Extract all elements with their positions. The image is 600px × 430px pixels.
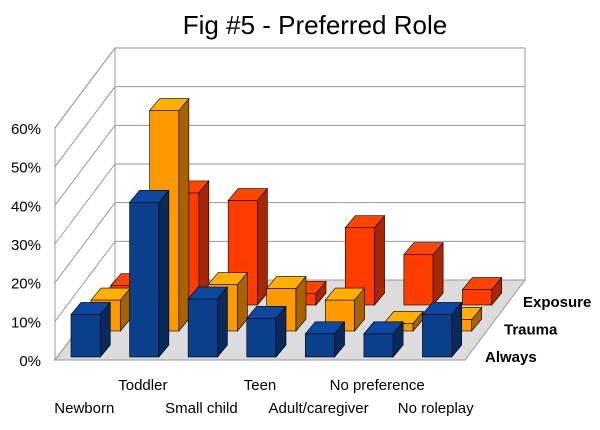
bar-front [403, 254, 434, 306]
bar-top [344, 215, 386, 228]
y-tick-label: 0% [19, 353, 41, 370]
bar [363, 320, 404, 358]
bar-front [422, 314, 453, 358]
y-tick-label: 30% [11, 237, 41, 254]
bar-top [70, 302, 111, 315]
y-tick-label: 40% [11, 198, 41, 215]
series-label: Always [485, 349, 537, 366]
x-tick-label: No preference [330, 377, 425, 394]
x-tick-label: Toddler [118, 377, 167, 394]
grid-line [54, 124, 525, 206]
bar-top [461, 277, 503, 290]
series-label: Exposure [523, 294, 591, 311]
y-tick-label: 10% [11, 314, 41, 331]
bar-top [246, 306, 287, 319]
grid-line [54, 163, 525, 245]
bar-top [421, 302, 463, 315]
x-tick-label: Newborn [54, 400, 114, 417]
bar-top [266, 276, 307, 289]
bar [187, 286, 229, 358]
y-tick-label: 20% [11, 276, 41, 293]
bar-top [227, 188, 269, 201]
bar [461, 276, 503, 306]
bar-top [187, 286, 229, 300]
bar-top [324, 287, 366, 301]
x-tick-label: Adult/caregiver [269, 400, 369, 417]
bar-side [198, 180, 210, 306]
bar-front [70, 314, 101, 358]
bar-front [462, 289, 493, 306]
grid-line [54, 202, 525, 283]
grid-line [54, 240, 525, 322]
grid-line [54, 47, 525, 129]
bar-top [128, 190, 170, 203]
bar-side [178, 97, 190, 332]
bar [421, 301, 463, 358]
grid-line [54, 86, 525, 167]
bar-side [257, 187, 268, 306]
y-tick-label: 60% [11, 121, 41, 138]
bar-front [304, 333, 335, 358]
x-tick-label: No roleplay [398, 400, 474, 417]
bar-side [158, 189, 170, 358]
bar [403, 241, 444, 306]
bar [70, 301, 111, 358]
bar-top [148, 98, 190, 111]
x-tick-label: Small child [165, 400, 238, 417]
series-label: Trauma [504, 321, 558, 338]
bar-front [187, 298, 218, 358]
x-tick-label: Teen [244, 377, 277, 394]
bar-top [304, 321, 346, 335]
bar [128, 189, 170, 358]
bar [304, 320, 346, 358]
y-tick-label: 50% [11, 160, 41, 177]
bar-top [363, 321, 404, 335]
bar-top [207, 272, 249, 285]
bar-top [403, 242, 444, 256]
bar-front [246, 318, 277, 358]
bar-side [374, 214, 385, 306]
bar [324, 287, 366, 332]
bar-front [363, 333, 394, 358]
bar-front [129, 202, 160, 358]
bar [246, 305, 287, 358]
chart-title: Fig #5 - Preferred Role [183, 10, 447, 40]
